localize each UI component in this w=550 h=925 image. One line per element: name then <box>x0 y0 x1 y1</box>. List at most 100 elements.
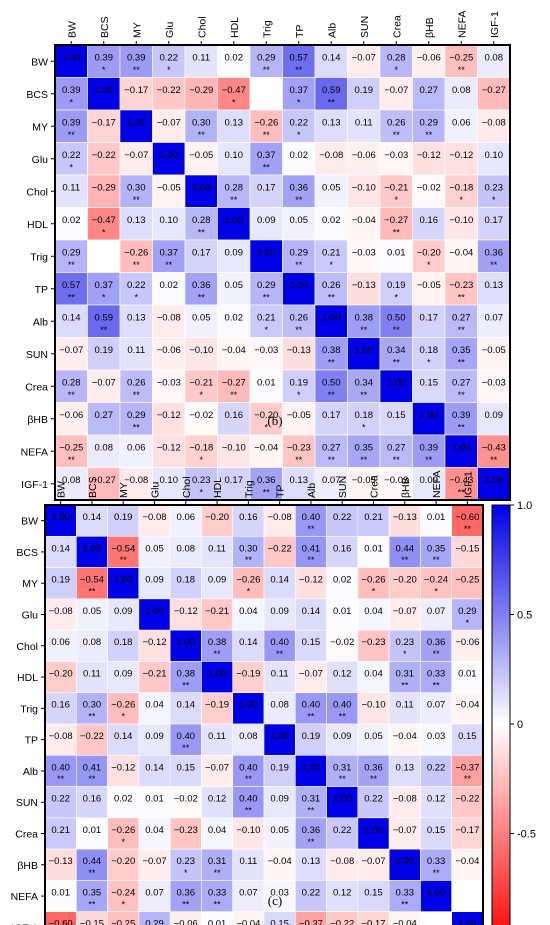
heatmap-cell <box>294 567 327 600</box>
significance-marker: ** <box>360 390 368 400</box>
cell-value-label: 0.09 <box>145 575 164 586</box>
heatmap-cell <box>232 817 265 850</box>
significance-marker: ** <box>263 292 271 302</box>
cell-value-label: 0.37 <box>160 248 179 259</box>
cell-value-label: −0.19 <box>236 668 260 679</box>
significance-marker: ** <box>307 524 315 534</box>
row-label: Trig <box>30 251 48 263</box>
cell-value-label: −0.27 <box>92 475 116 486</box>
cell-value-label: −0.13 <box>352 280 376 291</box>
heatmap-cell <box>249 337 283 371</box>
heatmap-cell <box>420 754 453 787</box>
cell-value-label: 0.33 <box>427 856 446 867</box>
cell-value-label: 0.12 <box>333 668 352 679</box>
cell-value-label: 0.02 <box>160 280 179 291</box>
cell-value-label: 0.50 <box>322 378 341 389</box>
heatmap-cell <box>232 723 265 756</box>
significance-marker: ** <box>307 805 315 815</box>
row-label: NEFA <box>21 446 48 458</box>
heatmap-cell <box>184 239 218 273</box>
cell-value-label: −0.07 <box>384 85 408 96</box>
cell-value-label: 0.05 <box>364 731 383 742</box>
cell-value-label: −0.27 <box>482 85 506 96</box>
cell-value-label: 0.39 <box>62 118 81 129</box>
significance-marker: ** <box>230 195 238 205</box>
significance-marker: ** <box>88 712 96 722</box>
cell-value-label: −0.17 <box>455 825 479 836</box>
cell-value-label: −0.07 <box>393 825 417 836</box>
heatmap-cell <box>232 786 265 819</box>
heatmap-cell <box>412 142 446 176</box>
significance-marker: ** <box>433 555 441 565</box>
heatmap-cell <box>347 369 381 403</box>
heatmap-cell <box>75 629 108 662</box>
heatmap-cell <box>477 304 511 338</box>
cell-value-label: 0.14 <box>239 637 258 648</box>
cell-value-label: −0.12 <box>449 150 473 161</box>
row-label: Crea <box>25 381 48 393</box>
heatmap-cell <box>263 754 296 787</box>
cell-value-label: −0.10 <box>449 215 473 226</box>
heatmap-cell <box>282 467 316 501</box>
cell-value-label: −0.19 <box>205 700 229 711</box>
heatmap-cell <box>347 304 381 338</box>
cell-value-label: 0.11 <box>355 118 373 129</box>
cell-value-label: 1.00 <box>257 248 276 259</box>
cell-value-label: 0.01 <box>333 606 352 617</box>
heatmap-cell <box>412 467 446 501</box>
cell-value-label: 0.05 <box>83 606 102 617</box>
heatmap-cell <box>444 402 478 436</box>
cell-value-label: −0.03 <box>157 378 181 389</box>
row-label: BW <box>21 516 38 528</box>
column-label: Crea <box>391 15 403 38</box>
significance-marker: ** <box>328 97 336 107</box>
heatmap-cell <box>44 911 77 925</box>
cell-value-label: 0.18 <box>355 410 374 421</box>
significance-marker: ** <box>133 260 141 270</box>
heatmap-cell <box>282 142 316 176</box>
cell-value-label: 0.15 <box>458 731 477 742</box>
cell-value-label: −0.03 <box>384 150 408 161</box>
cell-value-label: 0.22 <box>333 825 352 836</box>
cell-value-label: 0.23 <box>192 475 211 486</box>
column-label: HDL <box>212 477 224 498</box>
cell-value-label: −0.21 <box>384 183 408 194</box>
heatmap-cell <box>444 304 478 338</box>
cell-value-label: −0.21 <box>142 668 166 679</box>
cell-value-label: 1.00 <box>145 606 164 617</box>
cell-value-label: −0.05 <box>352 475 376 486</box>
cell-value-label: 0.35 <box>427 543 446 554</box>
cell-value-label: 0.31 <box>302 794 321 805</box>
cell-value-label: 0.22 <box>160 53 179 64</box>
heatmap-cell <box>87 467 121 501</box>
cell-value-label: 0.22 <box>51 794 70 805</box>
column-label: Alb <box>326 23 338 38</box>
significance-marker: * <box>134 292 138 302</box>
cell-value-label: −0.20 <box>205 512 229 523</box>
cell-value-label: −0.04 <box>268 856 292 867</box>
heatmap-cell <box>138 911 171 925</box>
cell-value-label: −0.08 <box>268 512 292 523</box>
cell-value-label: 0.04 <box>145 825 164 836</box>
significance-marker: ** <box>458 487 466 497</box>
cell-value-label: 0.33 <box>427 668 446 679</box>
cell-value-label: −0.17 <box>92 118 116 129</box>
cell-value-label: 0.40 <box>302 512 321 523</box>
heatmap-cell <box>477 77 511 111</box>
heatmap-cell <box>412 77 446 111</box>
cell-value-label: 0.28 <box>225 183 244 194</box>
cell-value-label: 0.23 <box>485 183 504 194</box>
cell-value-label: 0.29 <box>257 280 276 291</box>
cell-value-label: −0.23 <box>449 280 473 291</box>
significance-marker: ** <box>198 130 206 140</box>
significance-marker: * <box>362 422 366 432</box>
cell-value-label: −0.27 <box>384 215 408 226</box>
significance-marker: ** <box>401 899 409 909</box>
cell-value-label: −0.47 <box>222 85 246 96</box>
heatmap-cell <box>420 629 453 662</box>
heatmap-cell <box>379 304 413 338</box>
cell-value-label: −0.06 <box>417 53 441 64</box>
heatmap-cell <box>232 848 265 881</box>
cell-value-label: −0.25 <box>111 919 135 925</box>
significance-marker: ** <box>214 649 222 659</box>
